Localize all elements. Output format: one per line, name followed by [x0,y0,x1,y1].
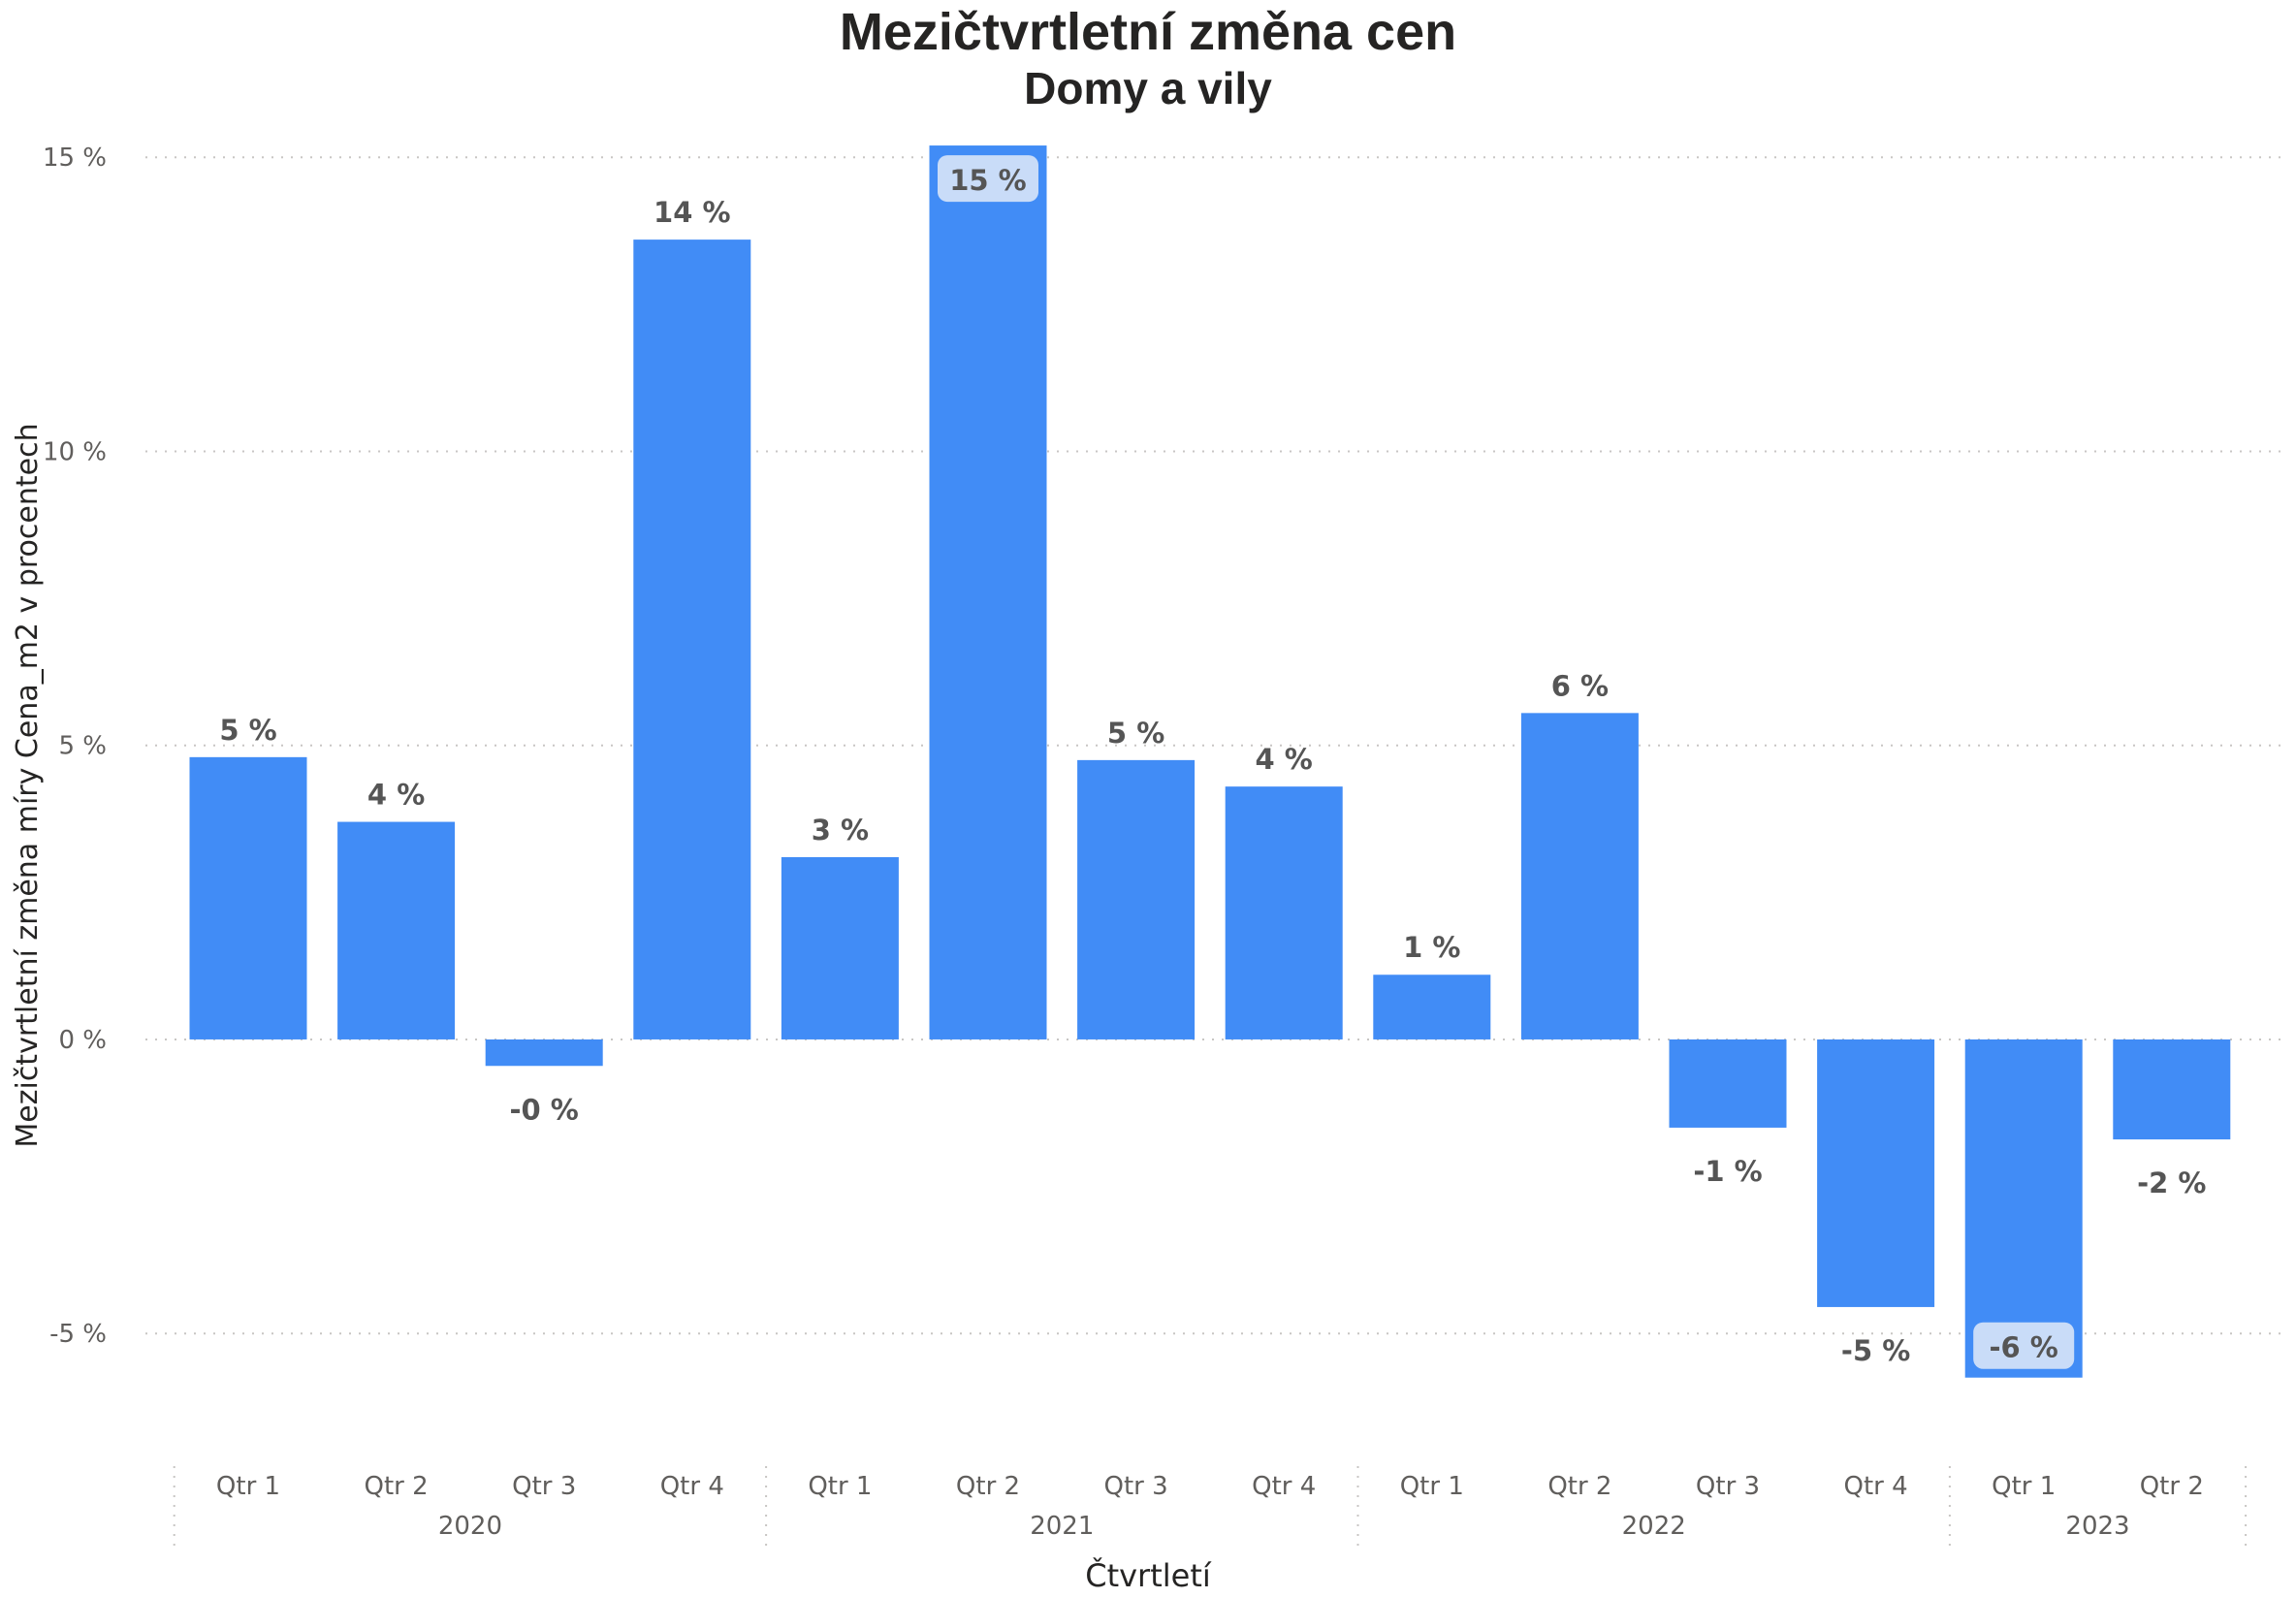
x-tick-label: Qtr 1 [1992,1472,2056,1501]
bar [1964,1039,2083,1378]
data-label: -2 % [2137,1167,2206,1199]
x-tick-label: Qtr 2 [956,1472,1020,1501]
chart-subtitle: Domy a vily [1024,63,1272,113]
data-label: 3 % [812,814,869,847]
chart-title: Mezičtvrtletní změna cen [839,3,1457,61]
y-tick-label: 15 % [43,144,107,173]
data-label: 6 % [1551,669,1609,702]
y-tick-label: 5 % [58,732,107,761]
year-label: 2020 [438,1512,502,1541]
y-tick-label: 0 % [58,1026,107,1055]
bar [485,1039,603,1067]
y-tick-label: 10 % [43,437,107,466]
x-tick-label: Qtr 2 [365,1472,429,1501]
data-label: 4 % [367,779,425,812]
bar [189,756,307,1039]
data-label: 4 % [1256,743,1313,776]
bar [781,856,899,1039]
data-label-highlight [938,155,1038,203]
data-label: -1 % [1693,1155,1762,1188]
x-tick-label: Qtr 4 [1252,1472,1316,1501]
bar [1669,1039,1787,1128]
data-label-highlight [1973,1322,2075,1369]
bar [337,821,456,1039]
bar [1817,1039,1935,1307]
y-axis-title: Mezičtvrtletní změna míry Cena_m2 v proc… [11,423,45,1147]
data-label: -5 % [1841,1334,1910,1367]
x-tick-label: Qtr 4 [660,1472,724,1501]
data-label: -0 % [510,1093,579,1126]
data-label: 5 % [219,714,276,747]
bar [1077,759,1196,1039]
year-label: 2021 [1030,1512,1094,1541]
x-tick-label: Qtr 1 [1400,1472,1464,1501]
data-label: 1 % [1403,931,1460,964]
x-tick-label: Qtr 4 [1844,1472,1908,1501]
bar [929,145,1047,1039]
data-label: 5 % [1107,717,1164,750]
data-label: -6 % [1990,1331,2058,1364]
bar [1373,975,1491,1039]
x-tick-label: Qtr 2 [2140,1472,2204,1501]
x-tick-label: Qtr 2 [1547,1472,1611,1501]
x-tick-label: Qtr 3 [1696,1472,1760,1501]
x-tick-label: Qtr 3 [512,1472,576,1501]
bar [2113,1039,2231,1140]
x-tick-label: Qtr 1 [808,1472,872,1501]
x-tick-label: Qtr 3 [1104,1472,1168,1501]
x-tick-label: Qtr 1 [216,1472,280,1501]
year-label: 2022 [1622,1512,1686,1541]
bar [1225,786,1343,1039]
y-tick-label: -5 % [49,1320,107,1349]
x-axis-title: Čtvrtletí [1085,1556,1212,1594]
data-label: 14 % [654,196,731,229]
bar [633,240,751,1039]
data-label: 15 % [949,164,1027,197]
year-label: 2023 [2065,1512,2129,1541]
bar [1520,713,1639,1039]
